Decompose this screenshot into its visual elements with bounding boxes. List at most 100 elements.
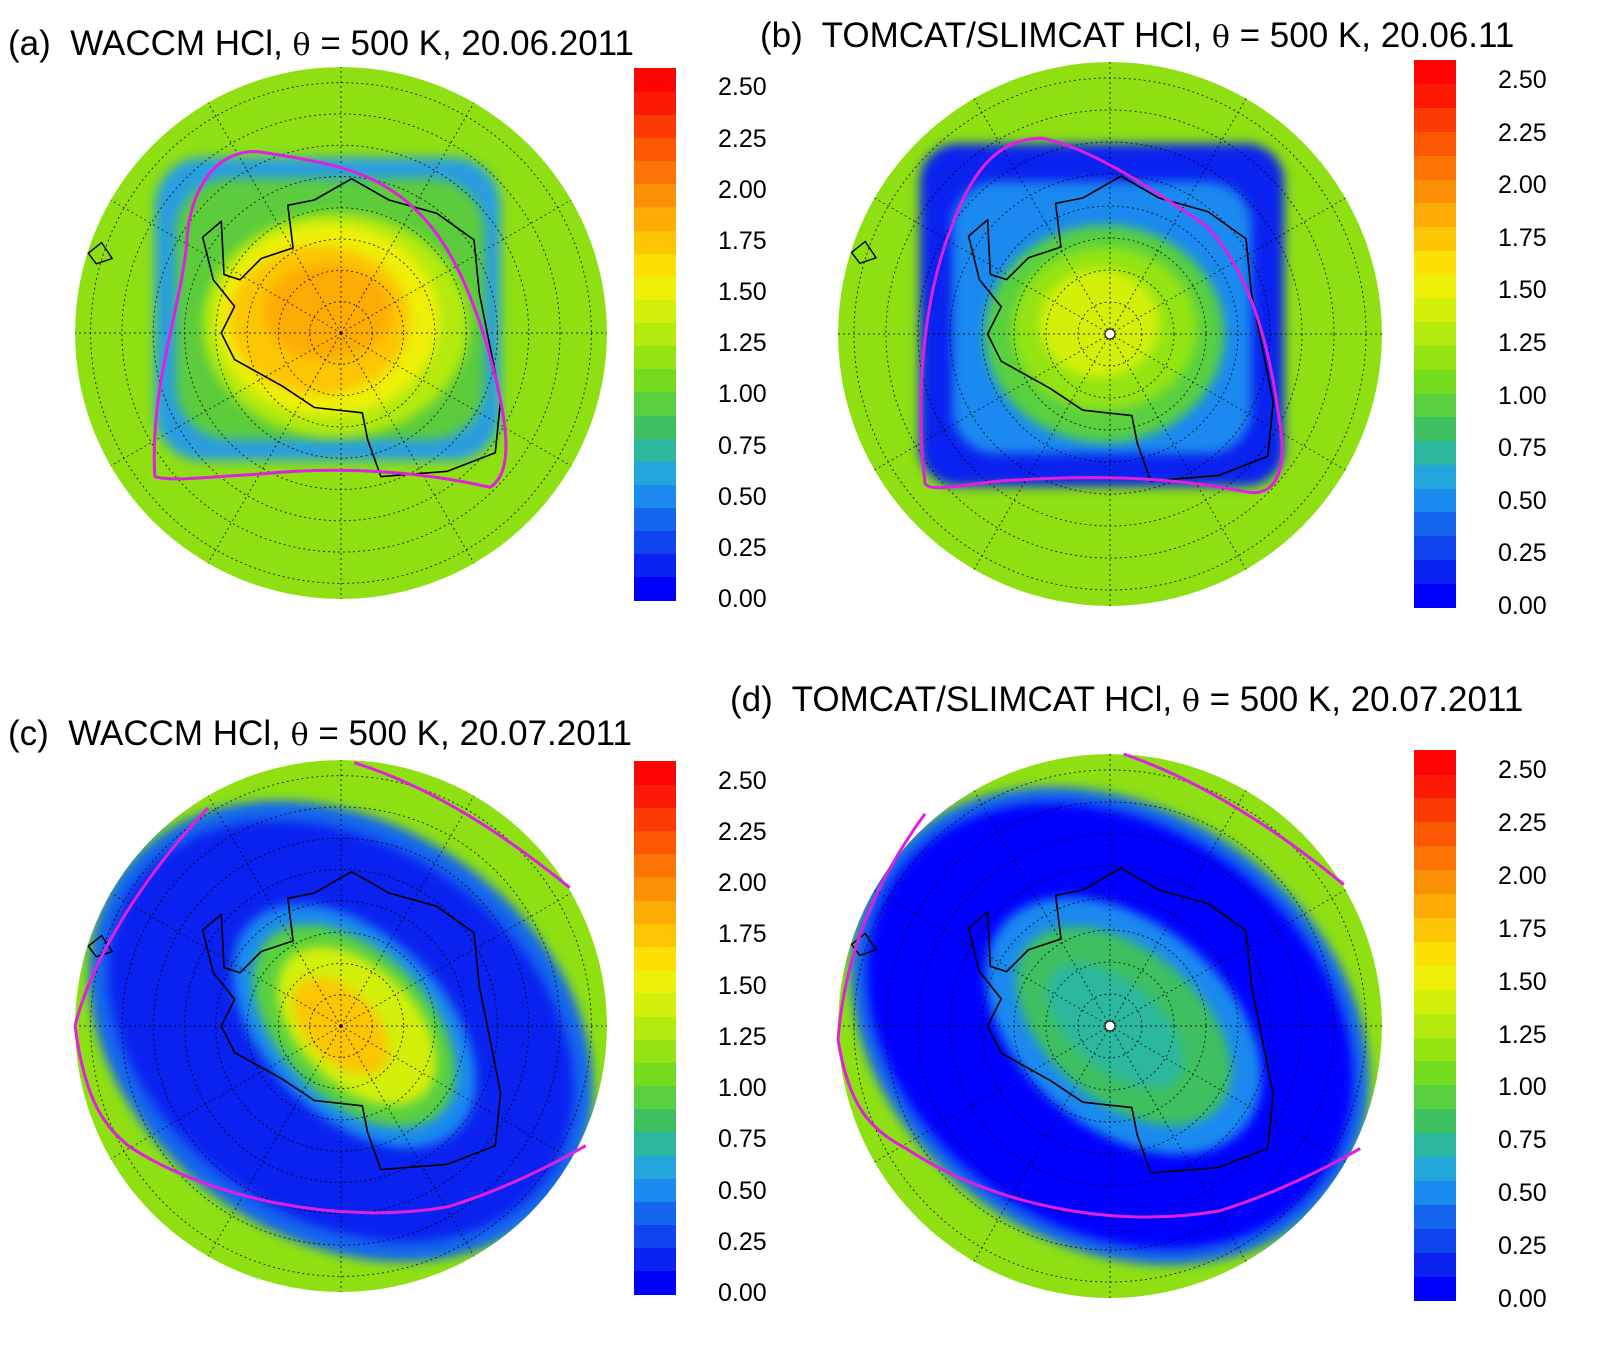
colorbar-tick-label: 0.00 xyxy=(1498,1285,1547,1313)
colorbar-segment xyxy=(634,368,676,393)
colorbar-segment xyxy=(634,299,676,324)
colorbar-segment xyxy=(634,876,676,901)
colorbar-tick-label: 2.50 xyxy=(718,766,767,795)
polar-map xyxy=(75,67,607,599)
colorbar-segment xyxy=(1414,917,1456,942)
colorbar-tick-label: 0.50 xyxy=(718,1176,767,1205)
colorbar-tick-label: 1.50 xyxy=(718,278,767,307)
vortex-edge-line xyxy=(353,761,571,889)
meridian-line xyxy=(340,332,572,467)
meridian-line xyxy=(973,790,1111,1027)
colorbar-tick-label: 1.00 xyxy=(718,1074,767,1102)
colorbar-tick-label: 2.00 xyxy=(718,869,767,897)
colorbar-segment xyxy=(634,1039,676,1063)
theta-symbol: θ xyxy=(1211,20,1230,55)
colorbar-tick-label: 2.25 xyxy=(718,124,767,153)
colorbar-tick-label: 1.50 xyxy=(1498,967,1547,996)
latitude-circle xyxy=(121,806,561,1246)
meridian-line xyxy=(1109,790,1247,1027)
colorbar-segment xyxy=(1414,1252,1456,1277)
colorbar-segment xyxy=(634,253,676,277)
colorbar-segment xyxy=(634,507,676,532)
meridian-line xyxy=(110,1025,342,1160)
colorbar-tick-label: 2.00 xyxy=(1498,861,1547,890)
colorbar-tick-label: 0.25 xyxy=(1498,1232,1547,1261)
colorbar-segment xyxy=(1414,131,1456,156)
colorbar-segment xyxy=(1414,1132,1456,1158)
south-america-coastline xyxy=(87,241,114,265)
colorbar-segment xyxy=(1414,1204,1456,1229)
meridian-line xyxy=(110,332,342,467)
colorbar xyxy=(1414,60,1456,608)
meridian-line xyxy=(207,332,342,564)
colorbar-segment xyxy=(634,91,676,115)
colorbar-tick-label: 0.25 xyxy=(718,533,767,562)
colorbar-segment xyxy=(634,853,676,878)
colorbar-segment xyxy=(634,1201,676,1226)
colorbar-segment xyxy=(1414,559,1456,584)
colorbar-segment xyxy=(1414,893,1456,918)
colorbar-segment xyxy=(634,946,676,971)
title-prefix: TOMCAT/SLIMCAT HCl, xyxy=(791,680,1173,719)
colorbar-segment xyxy=(634,830,676,855)
colorbar xyxy=(634,68,676,601)
panel-title: (c) WACCM HCl, θ = 500 K, 20.07.2011 xyxy=(8,714,632,754)
meridian-line xyxy=(874,1025,1111,1163)
colorbar-segment xyxy=(1414,464,1456,489)
colorbar-segment xyxy=(1414,155,1456,180)
meridian-line xyxy=(973,333,1111,570)
title-suffix: = 500 K, 20.06.2011 xyxy=(320,24,634,63)
colorbar-segment xyxy=(634,68,676,92)
colorbar-tick-label: 0.75 xyxy=(718,431,767,460)
colorbar-segment xyxy=(1414,1108,1456,1134)
colorbar-tick-label: 1.50 xyxy=(718,971,767,1000)
meridian-line xyxy=(340,332,475,564)
latitude-circle xyxy=(981,897,1239,1155)
pole-marker xyxy=(1104,328,1116,340)
colorbar-segment xyxy=(1414,488,1456,513)
colorbar-segment xyxy=(634,137,676,162)
colorbar-segment xyxy=(1414,1156,1456,1182)
latitude-circle xyxy=(981,205,1239,463)
meridian-line xyxy=(874,197,1111,335)
colorbar-segment xyxy=(1414,821,1456,847)
field-contour xyxy=(263,263,392,360)
colorbar-segment xyxy=(1414,535,1456,561)
colorbar-tick-label: 2.50 xyxy=(1498,66,1547,95)
colorbar-segment xyxy=(1414,250,1456,275)
meridian-line xyxy=(973,98,1111,335)
polar-map xyxy=(838,62,1382,606)
colorbar-tick-label: 0.75 xyxy=(718,1125,767,1154)
antarctica-coastline xyxy=(201,870,502,1171)
colorbar-tick-label: 2.00 xyxy=(718,175,767,204)
meridian-line xyxy=(340,1025,572,1160)
colorbar-tick-label: 2.50 xyxy=(1498,756,1547,785)
colorbar-segment xyxy=(634,761,676,785)
colorbar-segment xyxy=(634,1178,676,1202)
colorbar-tick-label: 0.50 xyxy=(1498,1179,1547,1208)
colorbar-tick-label: 1.00 xyxy=(718,380,767,409)
colorbar-tick-label: 0.00 xyxy=(718,585,767,613)
colorbar-tick-label: 2.25 xyxy=(1498,118,1547,147)
latitude-circle xyxy=(277,962,405,1090)
panel-label: (d) xyxy=(730,680,773,719)
colorbar-segment xyxy=(634,1085,676,1110)
colorbar-segment xyxy=(634,461,676,485)
south-america-coastline xyxy=(87,934,114,958)
colorbar-tick-label: 0.50 xyxy=(1498,486,1547,515)
colorbar-tick-label: 0.75 xyxy=(1498,434,1547,463)
meridian-line xyxy=(340,892,572,1027)
vortex-edge-line xyxy=(919,136,1284,495)
colorbar-segment xyxy=(634,900,676,924)
colorbar-segment xyxy=(1414,345,1456,370)
vortex-edge-line xyxy=(73,806,587,1215)
title-suffix: = 500 K, 20.07.2011 xyxy=(318,714,633,753)
meridian-line xyxy=(1109,333,1346,471)
colorbar-segment xyxy=(1414,965,1456,990)
colorbar-segment xyxy=(1414,1180,1456,1205)
colorbar-segment xyxy=(634,322,676,347)
colorbar-segment xyxy=(1414,1013,1456,1038)
colorbar-tick-label: 0.75 xyxy=(1498,1126,1547,1155)
south-america-coastline xyxy=(850,240,878,265)
meridian-line xyxy=(1109,1025,1247,1262)
